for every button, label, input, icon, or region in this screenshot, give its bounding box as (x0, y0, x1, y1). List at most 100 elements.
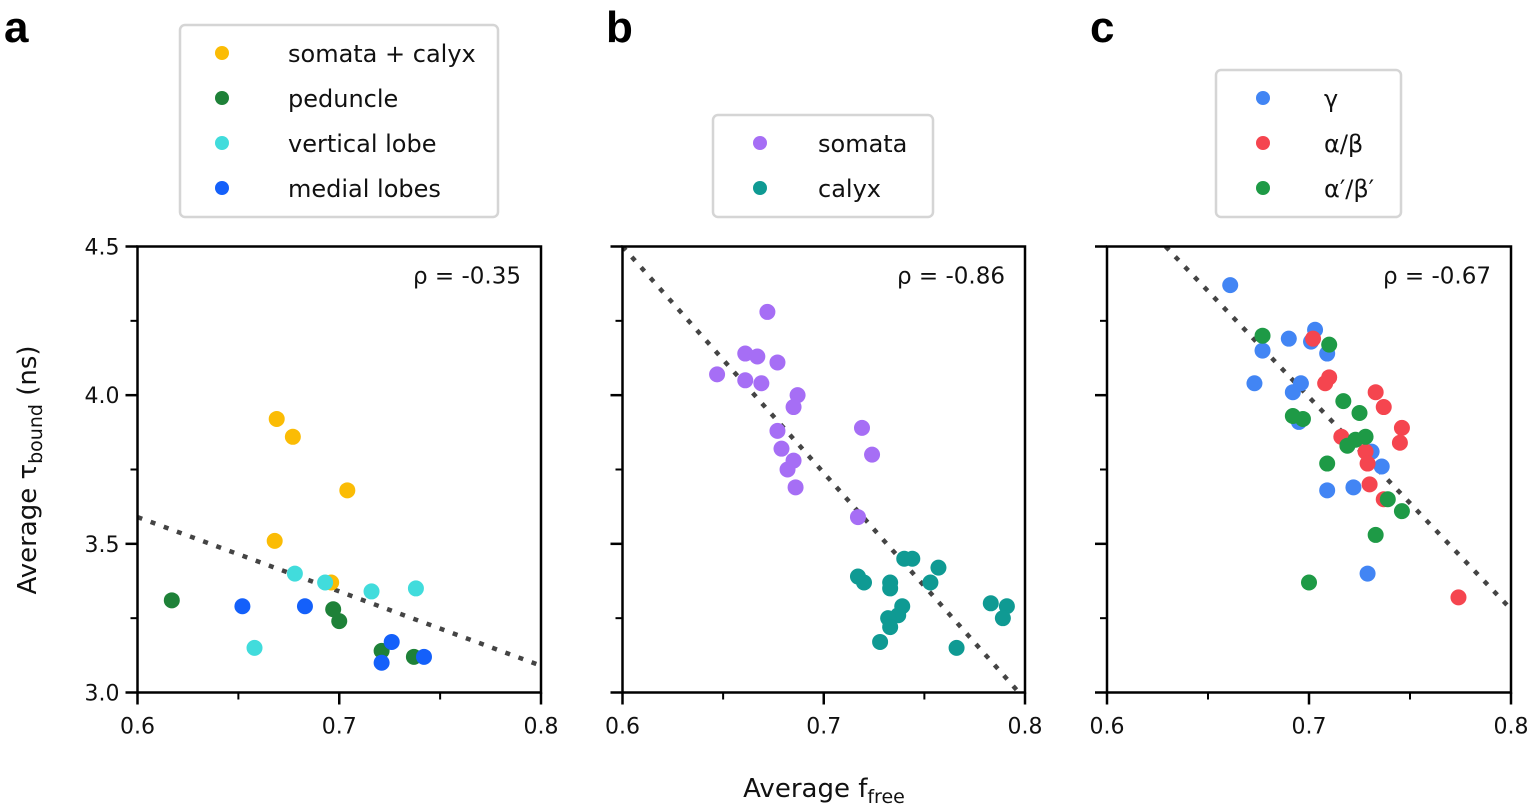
data-point (1222, 277, 1239, 294)
y-tick-label: 3.5 (85, 533, 120, 558)
series-medial-lobes (234, 598, 432, 671)
data-point (296, 598, 313, 615)
series-peduncle (163, 592, 422, 665)
data-point (1361, 476, 1378, 493)
legend-label: α′/β′ (1324, 175, 1374, 203)
trend-line (137, 514, 541, 668)
data-point (234, 598, 251, 615)
data-point (163, 592, 180, 609)
data-point (266, 532, 283, 549)
legend: somata calyx (711, 113, 935, 219)
data-point (737, 372, 754, 389)
trend-line (1163, 246, 1511, 611)
data-point (1280, 330, 1297, 347)
legend-item: γ (1256, 85, 1338, 113)
data-point (994, 610, 1011, 627)
x-tick-label: 0.8 (524, 715, 559, 740)
data-point (1351, 405, 1368, 422)
data-point (1345, 479, 1362, 496)
legend-label: calyx (818, 175, 881, 203)
data-point (849, 509, 866, 526)
x-tick-label: 0.7 (322, 715, 357, 740)
data-point (922, 574, 939, 591)
x-axis-label: Average ffree (743, 774, 905, 807)
data-point (1246, 375, 1263, 392)
data-point (982, 595, 999, 612)
y-tick-label: 4.0 (85, 384, 120, 409)
series-calyx (849, 550, 1015, 656)
legend-marker (753, 181, 767, 195)
data-point (872, 633, 889, 650)
data-point (1294, 410, 1311, 427)
data-point (1359, 565, 1376, 582)
data-point (785, 399, 802, 416)
data-point (1319, 482, 1336, 499)
trend-line (622, 246, 1021, 693)
panel-letter-a: a (4, 3, 29, 52)
x-tick-label: 0.7 (806, 715, 841, 740)
series-vertical-lobe (246, 565, 424, 656)
data-point (753, 375, 770, 392)
legend-item: calyx (753, 175, 881, 203)
legend-marker (1256, 136, 1270, 150)
data-point (787, 479, 804, 496)
data-point (1319, 455, 1336, 472)
data-point (317, 574, 334, 591)
data-point (930, 559, 947, 576)
data-point (363, 583, 380, 600)
data-point (1373, 458, 1390, 475)
data-point (737, 345, 754, 362)
panel-letter-b: b (606, 3, 633, 52)
panel-b: 0.6 0.7 0.8 ρ = -0.86 somata calyx (605, 113, 1043, 740)
legend-label: somata + calyx (288, 40, 476, 68)
panel-c: 0.6 0.7 0.8 ρ = -0.67 γ α/β α′/β′ (1090, 68, 1529, 740)
legend: γ α/β α′/β′ (1214, 68, 1403, 219)
data-point (1254, 342, 1271, 359)
x-tick-label: 0.6 (605, 715, 640, 740)
data-point (1393, 419, 1410, 436)
data-point (407, 580, 424, 597)
plot-frame (621, 245, 1027, 694)
correlation-annotation: ρ = -0.86 (897, 264, 1005, 290)
data-point (864, 446, 881, 463)
legend-item: α′/β′ (1256, 175, 1374, 203)
data-point (1317, 375, 1334, 392)
legend-marker (215, 181, 229, 195)
data-point (882, 580, 899, 597)
data-point (1359, 455, 1376, 472)
legend-item: somata (753, 130, 907, 158)
legend-item: α/β (1256, 130, 1363, 158)
y-axis-label-main: Average τ (13, 464, 43, 595)
data-point (1301, 574, 1317, 591)
data-point (1284, 384, 1301, 401)
legend-item: somata + calyx (215, 40, 476, 68)
x-tick-label: 0.8 (1494, 715, 1529, 740)
data-point (1339, 437, 1356, 454)
data-point (882, 619, 899, 636)
data-point (1357, 443, 1374, 460)
y-axis-label-sub: bound (25, 404, 47, 464)
legend-marker (215, 136, 229, 150)
data-point (331, 613, 348, 630)
plot-frame (1105, 245, 1513, 694)
legend-item: medial lobes (215, 175, 441, 203)
legend-marker (1256, 181, 1270, 195)
data-point (383, 633, 400, 650)
data-point (904, 550, 921, 567)
data-point (286, 565, 303, 582)
data-point (339, 482, 356, 499)
x-axis-label-sub: free (867, 786, 904, 807)
correlation-annotation: ρ = -0.35 (413, 264, 521, 290)
data-point (749, 348, 766, 365)
y-axis-label: Average τbound (ns) (13, 345, 47, 594)
legend-item: peduncle (215, 85, 398, 113)
data-point (284, 428, 301, 445)
data-point (1450, 589, 1467, 606)
data-point (415, 648, 432, 665)
data-point (1367, 526, 1384, 543)
data-point (1393, 503, 1410, 520)
y-tick-label: 4.5 (85, 236, 120, 261)
data-point (709, 366, 726, 383)
x-tick-label: 0.6 (120, 715, 155, 740)
